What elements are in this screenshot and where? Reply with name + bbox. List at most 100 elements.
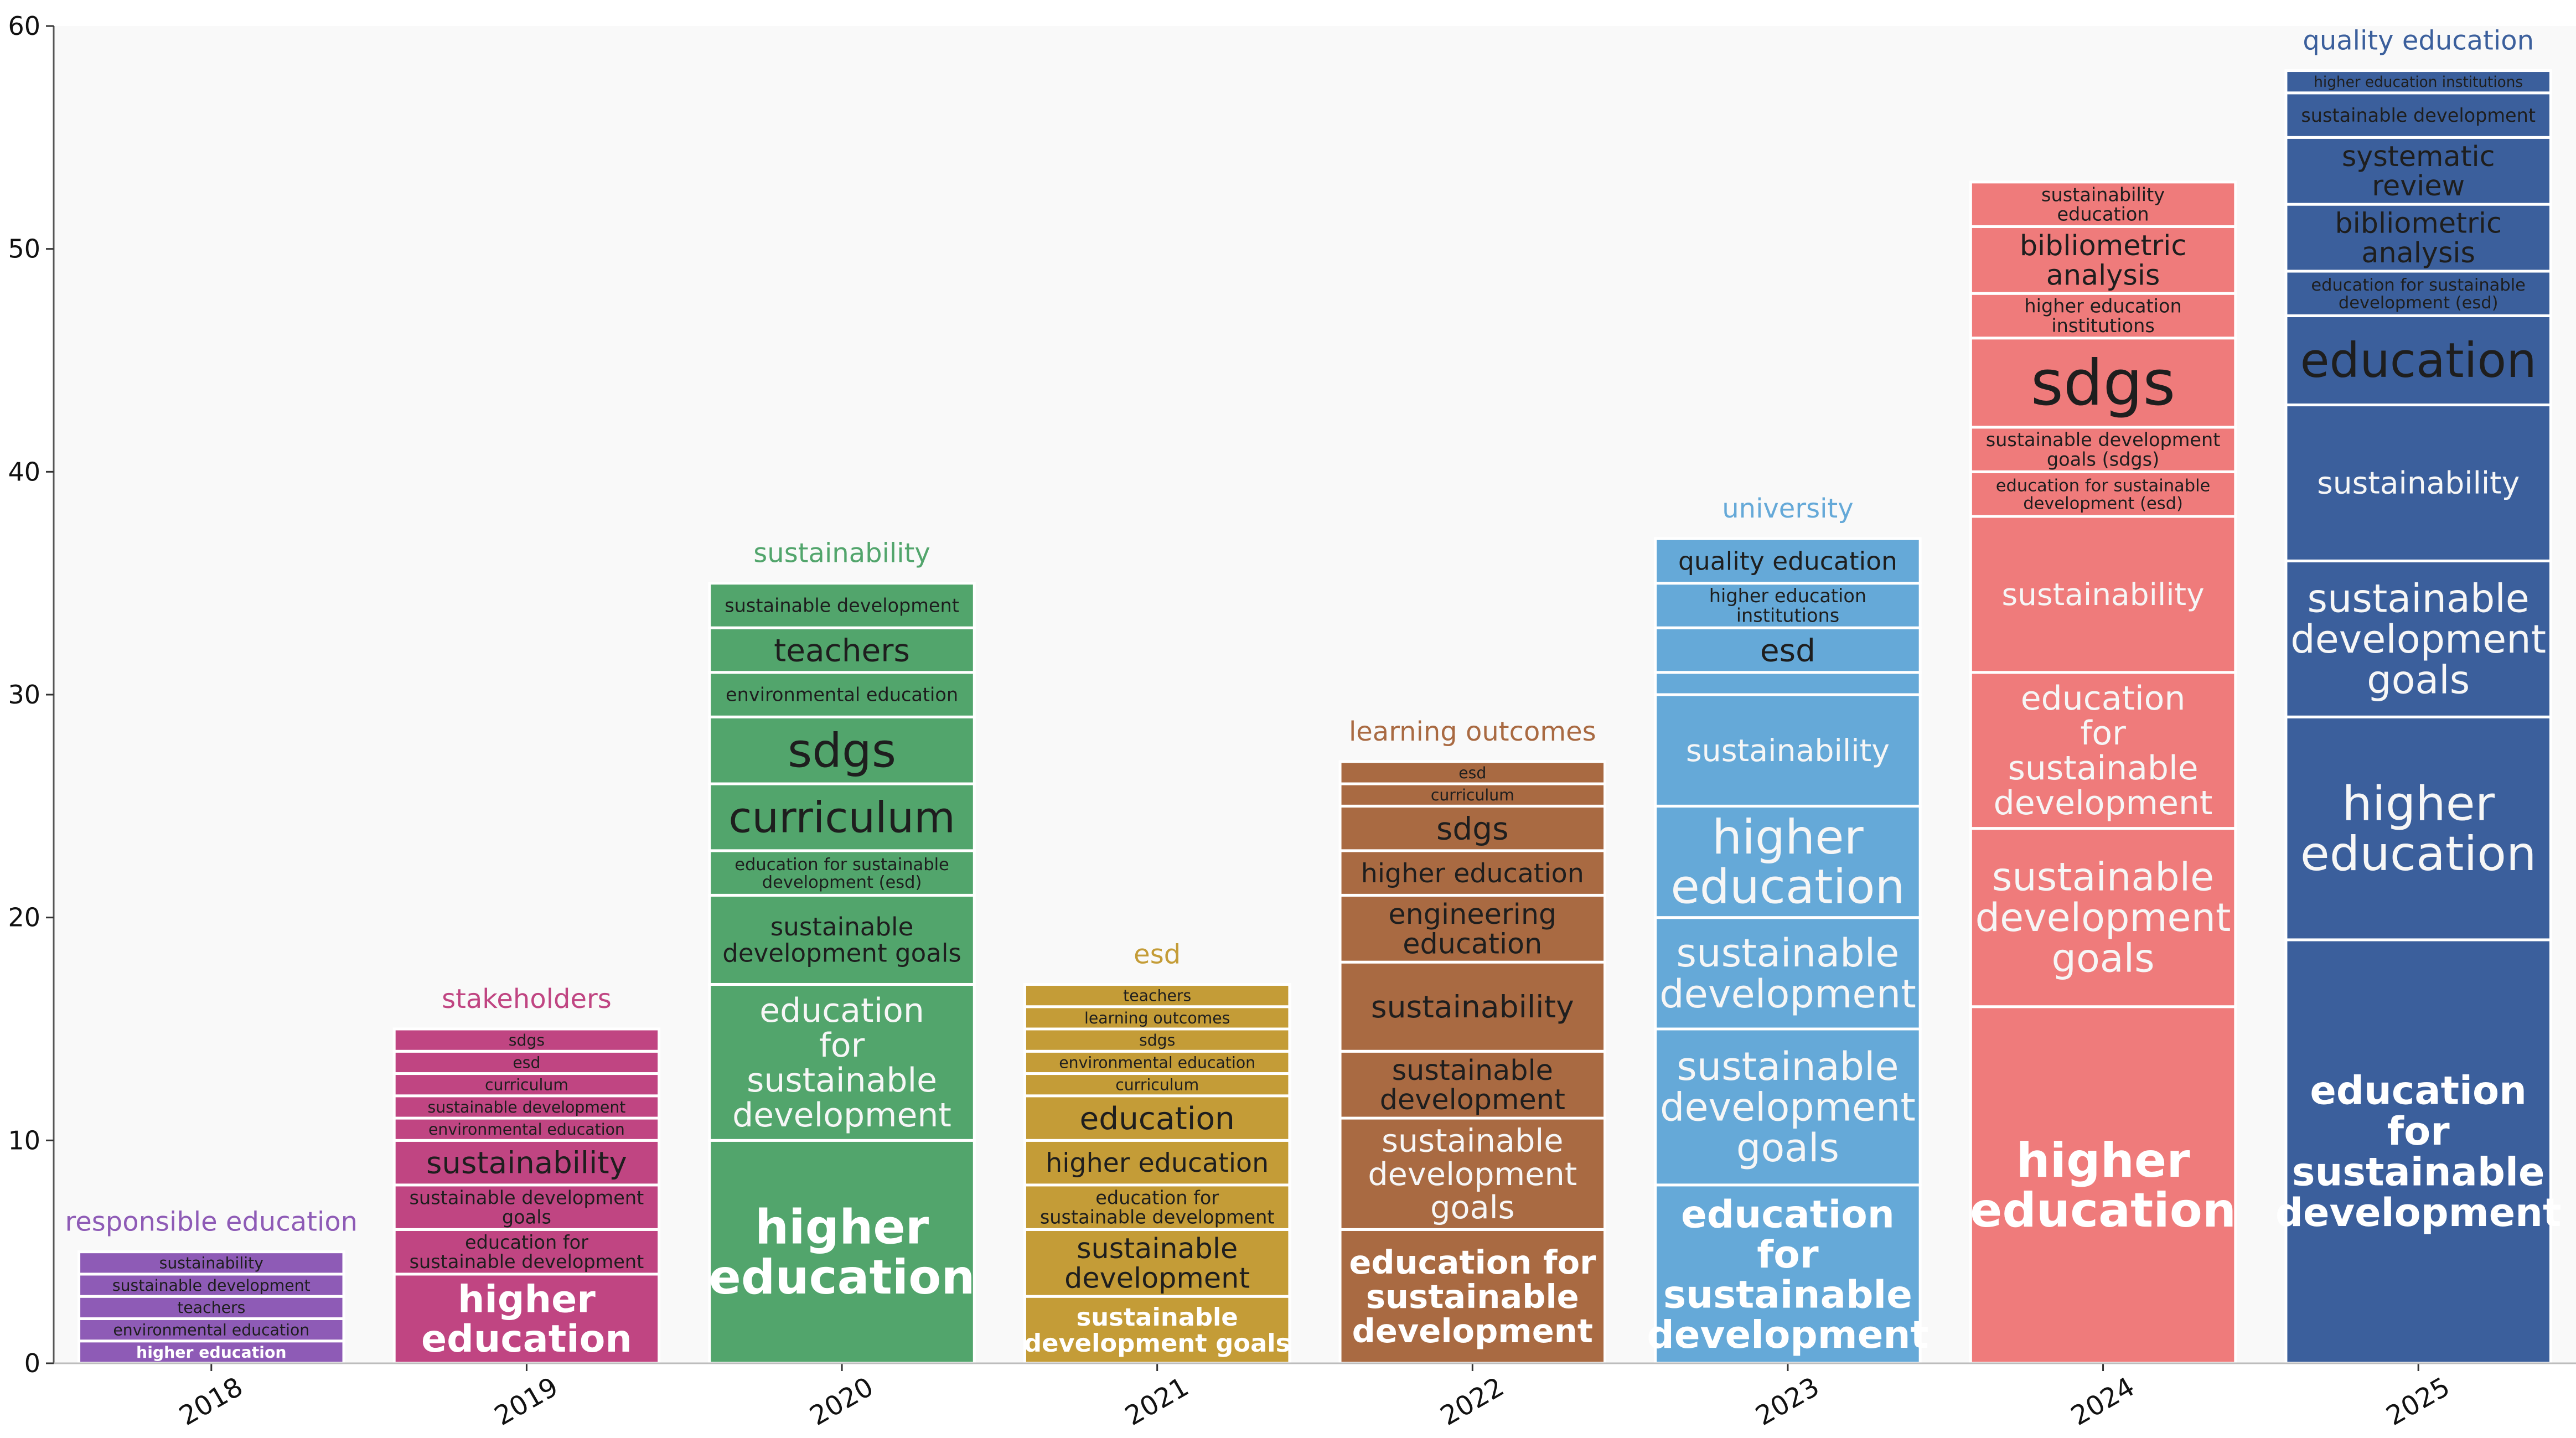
- x-tick-label-2020: 2020: [805, 1371, 879, 1432]
- segment-2024-bibliometric-analysis-label: bibliometric analysis: [2020, 229, 2186, 291]
- bar-stack-2022: education for sustainable development susta…: [1338, 716, 1607, 1365]
- y-tick-label-30: 30: [8, 680, 40, 710]
- segment-2021-sdgs: [1023, 1027, 1291, 1053]
- segment-2023-esd: [1654, 626, 1922, 674]
- segment-2020-education-for-sustainable-development-label: education for sustainable development: [732, 991, 951, 1135]
- segment-2023-quality-education-label: quality education: [1678, 546, 1897, 576]
- segment-2023-sustainable-development: [1654, 916, 1922, 1031]
- segment-2025-sustainability-label: sustainability: [2317, 465, 2520, 501]
- segment-2025-sustainable-development-goals: [2284, 559, 2552, 718]
- segment-2022-esd-label: esd: [1458, 764, 1486, 782]
- segment-2021-sustainable-development-label: sustainable development: [1064, 1232, 1250, 1294]
- segment-2022-curriculum-label: curriculum: [1431, 786, 1514, 804]
- segment-2024-education-for-sustainable-development: [1969, 671, 2237, 830]
- segment-2019-sdgs: [392, 1027, 661, 1053]
- segment-2021-sustainable-development-goals: [1023, 1295, 1291, 1365]
- segment-2025-higher-education-institutions: [2284, 69, 2552, 95]
- segment-2020-environmental-education-label: environmental education: [726, 684, 958, 706]
- bar-stack-2020: higher education education for sustainable de…: [708, 538, 976, 1365]
- segment-2022-sustainable-development-goals: [1338, 1116, 1607, 1231]
- y-tick-label-0: 0: [24, 1348, 40, 1378]
- segment-2020-higher-education-label: higher education: [709, 1200, 975, 1305]
- segment-2018-environmental-education-label: environmental education: [113, 1321, 309, 1339]
- segment-2018-sustainability-label: sustainability: [159, 1254, 263, 1273]
- segment-2025-higher-education-institutions-label: higher education institutions: [2314, 74, 2523, 91]
- segment-2023-sustainability-label: sustainability: [1686, 733, 1890, 769]
- bar-stack-2024: higher education sustainable development goa…: [1969, 180, 2237, 1365]
- segment-2024-sustainability-education-label: sustainability education: [2041, 184, 2165, 225]
- segment-2025-systematic-review-label: systematic review: [2342, 140, 2495, 202]
- segment-2024-sustainable-development-goals-sdgs: [1969, 426, 2237, 473]
- segment-2024-higher-education-label: higher education: [1970, 1133, 2236, 1238]
- y-tick-label-50: 50: [8, 234, 40, 264]
- segment-2021-sustainable-development: [1023, 1228, 1291, 1298]
- segment-2023-quality-education: [1654, 537, 1922, 585]
- segment-2022-higher-education-label: higher education: [1361, 858, 1584, 889]
- segment-2021-teachers: [1023, 982, 1291, 1008]
- segment-2024-education-for-sustainable-development-label: education for sustainable development: [1994, 679, 2213, 823]
- segment-2019-sustainable-development-goals: [392, 1183, 661, 1231]
- bar-stack-2018: higher education environmental education t…: [65, 1207, 358, 1365]
- bars-layer: higher education environmental education t…: [65, 25, 2562, 1365]
- segment-2024-bibliometric-analysis: [1969, 225, 2237, 295]
- segment-2021-education-label: education: [1080, 1101, 1235, 1137]
- segment-2025-education: [2284, 314, 2552, 407]
- x-tick-label-2023: 2023: [1751, 1371, 1825, 1432]
- segment-2021-education-for-sustainable-development-label: education for sustainable development: [1040, 1187, 1275, 1228]
- segment-2021-learning-outcomes-label: learning outcomes: [1084, 1009, 1230, 1027]
- segment-2020-higher-education: [708, 1139, 976, 1365]
- segment-2023-sustainable-development-label: sustainable development: [1659, 930, 1916, 1017]
- segment-2021-curriculum-label: curriculum: [1115, 1076, 1199, 1094]
- segment-2021-sustainable-development-goals-label: sustainable development goals: [1024, 1302, 1290, 1358]
- segment-2025-education-for-sustainable-development: [2284, 938, 2552, 1365]
- segment-2018-environmental-education: [77, 1317, 345, 1343]
- segment-2025-higher-education-label: higher education: [2300, 777, 2537, 882]
- segment-2023-higher-education-institutions-label: higher education institutions: [1709, 585, 1866, 626]
- segment-2025-higher-education: [2284, 715, 2552, 942]
- x-tick-label-2021: 2021: [1120, 1371, 1194, 1432]
- segment-2022-higher-education: [1338, 849, 1607, 897]
- segment-2019-sustainable-development-goals-label: sustainable development goals: [410, 1187, 644, 1228]
- segment-2023-sustainability: [1654, 693, 1922, 808]
- segment-2022-education-for-sustainable-development-label: education for sustainable development: [1349, 1243, 1596, 1350]
- segment-2024-education-for-sustainable-development-esd: [1969, 470, 2237, 518]
- segment-2019-esd-label: esd: [513, 1053, 540, 1072]
- segment-2023-higher-education-label: higher education: [1670, 810, 1905, 915]
- top-label-2019: stakeholders: [442, 984, 612, 1015]
- segment-2025-education-for-sustainable-development-esd-label: education for sustainable development (es…: [2311, 276, 2526, 313]
- segment-2022-sustainability: [1338, 960, 1607, 1053]
- segment-2023-esd-label: esd: [1760, 633, 1815, 669]
- segment-2019-higher-education-label: higher education: [421, 1278, 632, 1361]
- x-tick-label-2025: 2025: [2381, 1371, 2455, 1432]
- segment-2022-sustainable-development-label: sustainable development: [1380, 1054, 1565, 1116]
- top-label-2025: quality education: [2303, 25, 2534, 56]
- top-label-2021: esd: [1134, 939, 1181, 970]
- segment-2018-higher-education-label: higher education: [136, 1343, 287, 1362]
- segment-2024-sustainability-education: [1969, 180, 2237, 228]
- segment-2020-sdgs: [708, 715, 976, 785]
- x-tick-label-2024: 2024: [2066, 1371, 2140, 1432]
- segment-2025-sustainable-development-label: sustainable development: [2301, 105, 2536, 126]
- segment-2021-higher-education-label: higher education: [1046, 1148, 1269, 1178]
- segment-2022-engineering-education-label: engineering education: [1388, 898, 1556, 960]
- segment-2021-sdgs-label: sdgs: [1139, 1031, 1175, 1049]
- segment-2024-sustainable-development-goals-label: sustainable development goals: [1975, 855, 2231, 981]
- y-tick-label-20: 20: [8, 903, 40, 933]
- segment-2020-teachers: [708, 626, 976, 674]
- segment-2023-unlabeled: [1654, 671, 1922, 696]
- y-tick-label-60: 60: [8, 11, 40, 41]
- segment-2024-sustainable-development-goals-sdgs-label: sustainable development goals (sdgs): [1986, 429, 2221, 470]
- segment-2019-sustainability-label: sustainability: [426, 1145, 627, 1181]
- segment-2019-education-for-sustainable-development: [392, 1228, 661, 1276]
- segment-2021-higher-education: [1023, 1139, 1291, 1187]
- segment-2020-sustainable-development: [708, 582, 976, 629]
- segment-2022-sdgs-label: sdgs: [1436, 811, 1509, 847]
- segment-2021-environmental-education-label: environmental education: [1059, 1053, 1255, 1072]
- top-label-2023: university: [1722, 493, 1853, 524]
- segment-2025-education-label: education: [2300, 333, 2537, 389]
- segment-2025-education-for-sustainable-development-label: education for sustainable development: [2275, 1068, 2562, 1236]
- segment-2019-education-for-sustainable-development-label: education for sustainable development: [410, 1232, 644, 1273]
- segment-2024-sustainability: [1969, 515, 2237, 674]
- y-tick-label-40: 40: [8, 457, 40, 487]
